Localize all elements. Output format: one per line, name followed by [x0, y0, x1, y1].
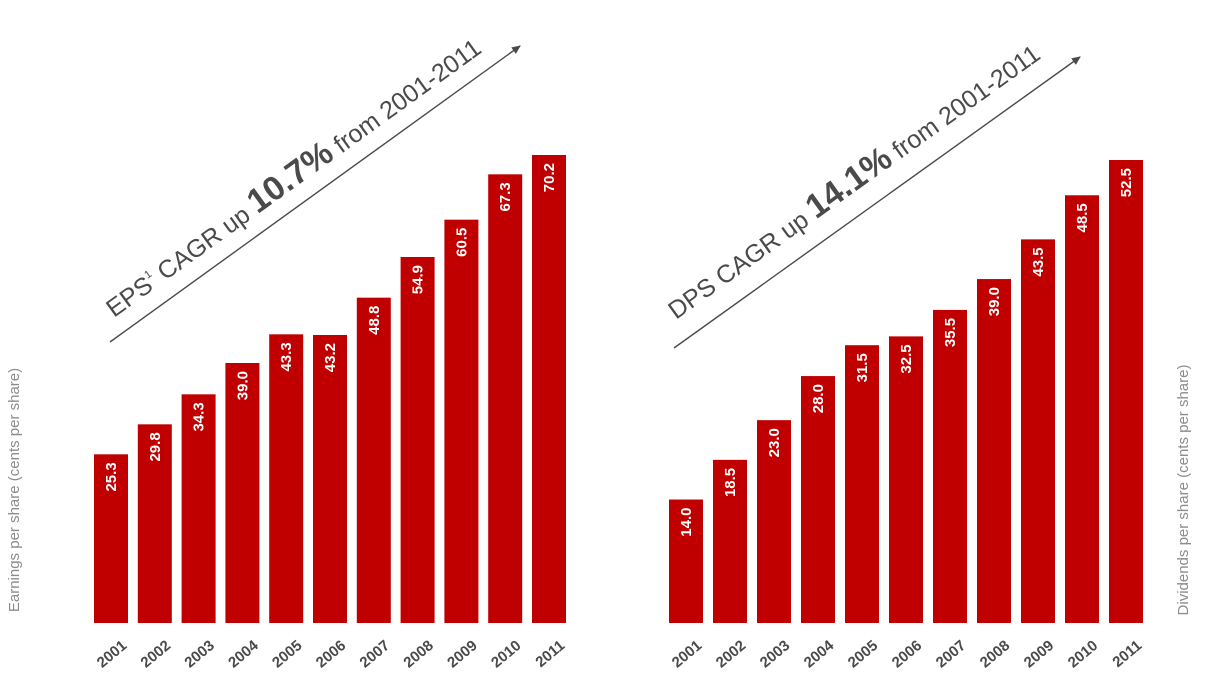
- x-tick-2007: 2007: [933, 637, 969, 671]
- data-label-2009: 60.5: [453, 228, 470, 257]
- x-tick-2008: 2008: [400, 637, 436, 671]
- data-label-2007: 35.5: [942, 318, 959, 347]
- data-label-2008: 54.9: [410, 265, 427, 294]
- x-tick-2006: 2006: [889, 637, 925, 671]
- data-label-2010: 48.5: [1074, 203, 1091, 232]
- bar-2010: [488, 174, 523, 624]
- headline-cagr-value: 14.1%: [799, 139, 899, 226]
- data-label-2001: 25.3: [103, 462, 120, 491]
- bar-2010: [1065, 195, 1099, 623]
- data-label-2002: 18.5: [722, 468, 739, 497]
- x-tick-2008: 2008: [977, 637, 1013, 671]
- data-label-2006: 43.2: [322, 343, 339, 372]
- x-tick-2010: 2010: [488, 637, 524, 671]
- bar-2005: [845, 345, 879, 623]
- bar-2004: [225, 363, 260, 623]
- bar-2002: [713, 459, 747, 623]
- bar-2008: [400, 257, 435, 623]
- data-label-2005: 43.3: [278, 342, 295, 371]
- bar-2003: [757, 420, 791, 623]
- bar-2007: [356, 297, 391, 623]
- data-label-2007: 48.8: [366, 306, 383, 335]
- x-tick-2006: 2006: [313, 637, 349, 671]
- bar-2001: [94, 454, 128, 623]
- headline-period: from 2001-2011: [323, 34, 487, 163]
- x-tick-2009: 2009: [1021, 637, 1057, 671]
- data-label-2002: 29.8: [147, 432, 164, 461]
- bar-2011: [1109, 160, 1143, 623]
- headline-middle: CAGR up: [705, 202, 820, 295]
- x-tick-2001: 2001: [94, 637, 130, 671]
- headline-footnote-marker: 1: [142, 268, 154, 281]
- bar-2006: [313, 335, 347, 623]
- data-label-2001: 14.0: [678, 508, 695, 537]
- x-tick-2001: 2001: [669, 637, 705, 671]
- bar-2005: [269, 334, 304, 623]
- bar-2004: [801, 376, 835, 623]
- data-label-2010: 67.3: [497, 182, 514, 211]
- bar-2007: [933, 309, 967, 623]
- bar-2002: [137, 424, 172, 623]
- data-label-2004: 39.0: [234, 371, 251, 400]
- data-label-2008: 39.0: [986, 287, 1003, 316]
- x-tick-2004: 2004: [225, 637, 262, 672]
- data-label-2011: 52.5: [1118, 168, 1135, 197]
- bar-2006: [889, 336, 923, 623]
- data-label-2009: 43.5: [1030, 247, 1047, 276]
- bar-2008: [977, 279, 1011, 623]
- bar-2001: [669, 499, 703, 623]
- x-tick-2002: 2002: [138, 637, 174, 671]
- x-tick-2011: 2011: [1109, 637, 1145, 671]
- chart-1: Earnings per share (cents per share) 25.3…: [6, 34, 568, 672]
- y-axis-label: Earnings per share (cents per share): [6, 368, 23, 612]
- data-label-2005: 31.5: [854, 353, 871, 382]
- bar-2009: [1021, 239, 1055, 623]
- x-tick-2009: 2009: [444, 637, 480, 671]
- x-tick-2007: 2007: [357, 637, 393, 671]
- data-label-2003: 34.3: [191, 402, 208, 431]
- x-tick-2005: 2005: [845, 637, 881, 671]
- bar-2011: [532, 155, 566, 623]
- trend-arrow: [673, 56, 1081, 349]
- x-tick-2002: 2002: [713, 637, 749, 671]
- headline-period: from 2001-2011: [882, 40, 1046, 169]
- data-label-2011: 70.2: [541, 163, 558, 192]
- chart-2: Dividends per share (cents per share) 14.…: [663, 40, 1192, 672]
- bar-2003: [181, 394, 216, 623]
- x-tick-2005: 2005: [269, 637, 305, 671]
- x-tick-2010: 2010: [1065, 637, 1101, 671]
- bar-2009: [444, 219, 479, 623]
- data-label-2006: 32.5: [898, 344, 915, 373]
- headline-cagr-value: 10.7%: [240, 134, 340, 221]
- x-tick-2003: 2003: [181, 637, 217, 671]
- y-axis-label: Dividends per share (cents per share): [1175, 365, 1192, 616]
- headline-middle: CAGR up: [147, 197, 261, 290]
- x-tick-2004: 2004: [801, 637, 838, 672]
- x-tick-2011: 2011: [532, 637, 568, 671]
- data-label-2003: 23.0: [766, 428, 783, 457]
- trend-arrow: [109, 45, 521, 343]
- data-label-2004: 28.0: [810, 384, 827, 413]
- x-tick-2003: 2003: [757, 637, 793, 671]
